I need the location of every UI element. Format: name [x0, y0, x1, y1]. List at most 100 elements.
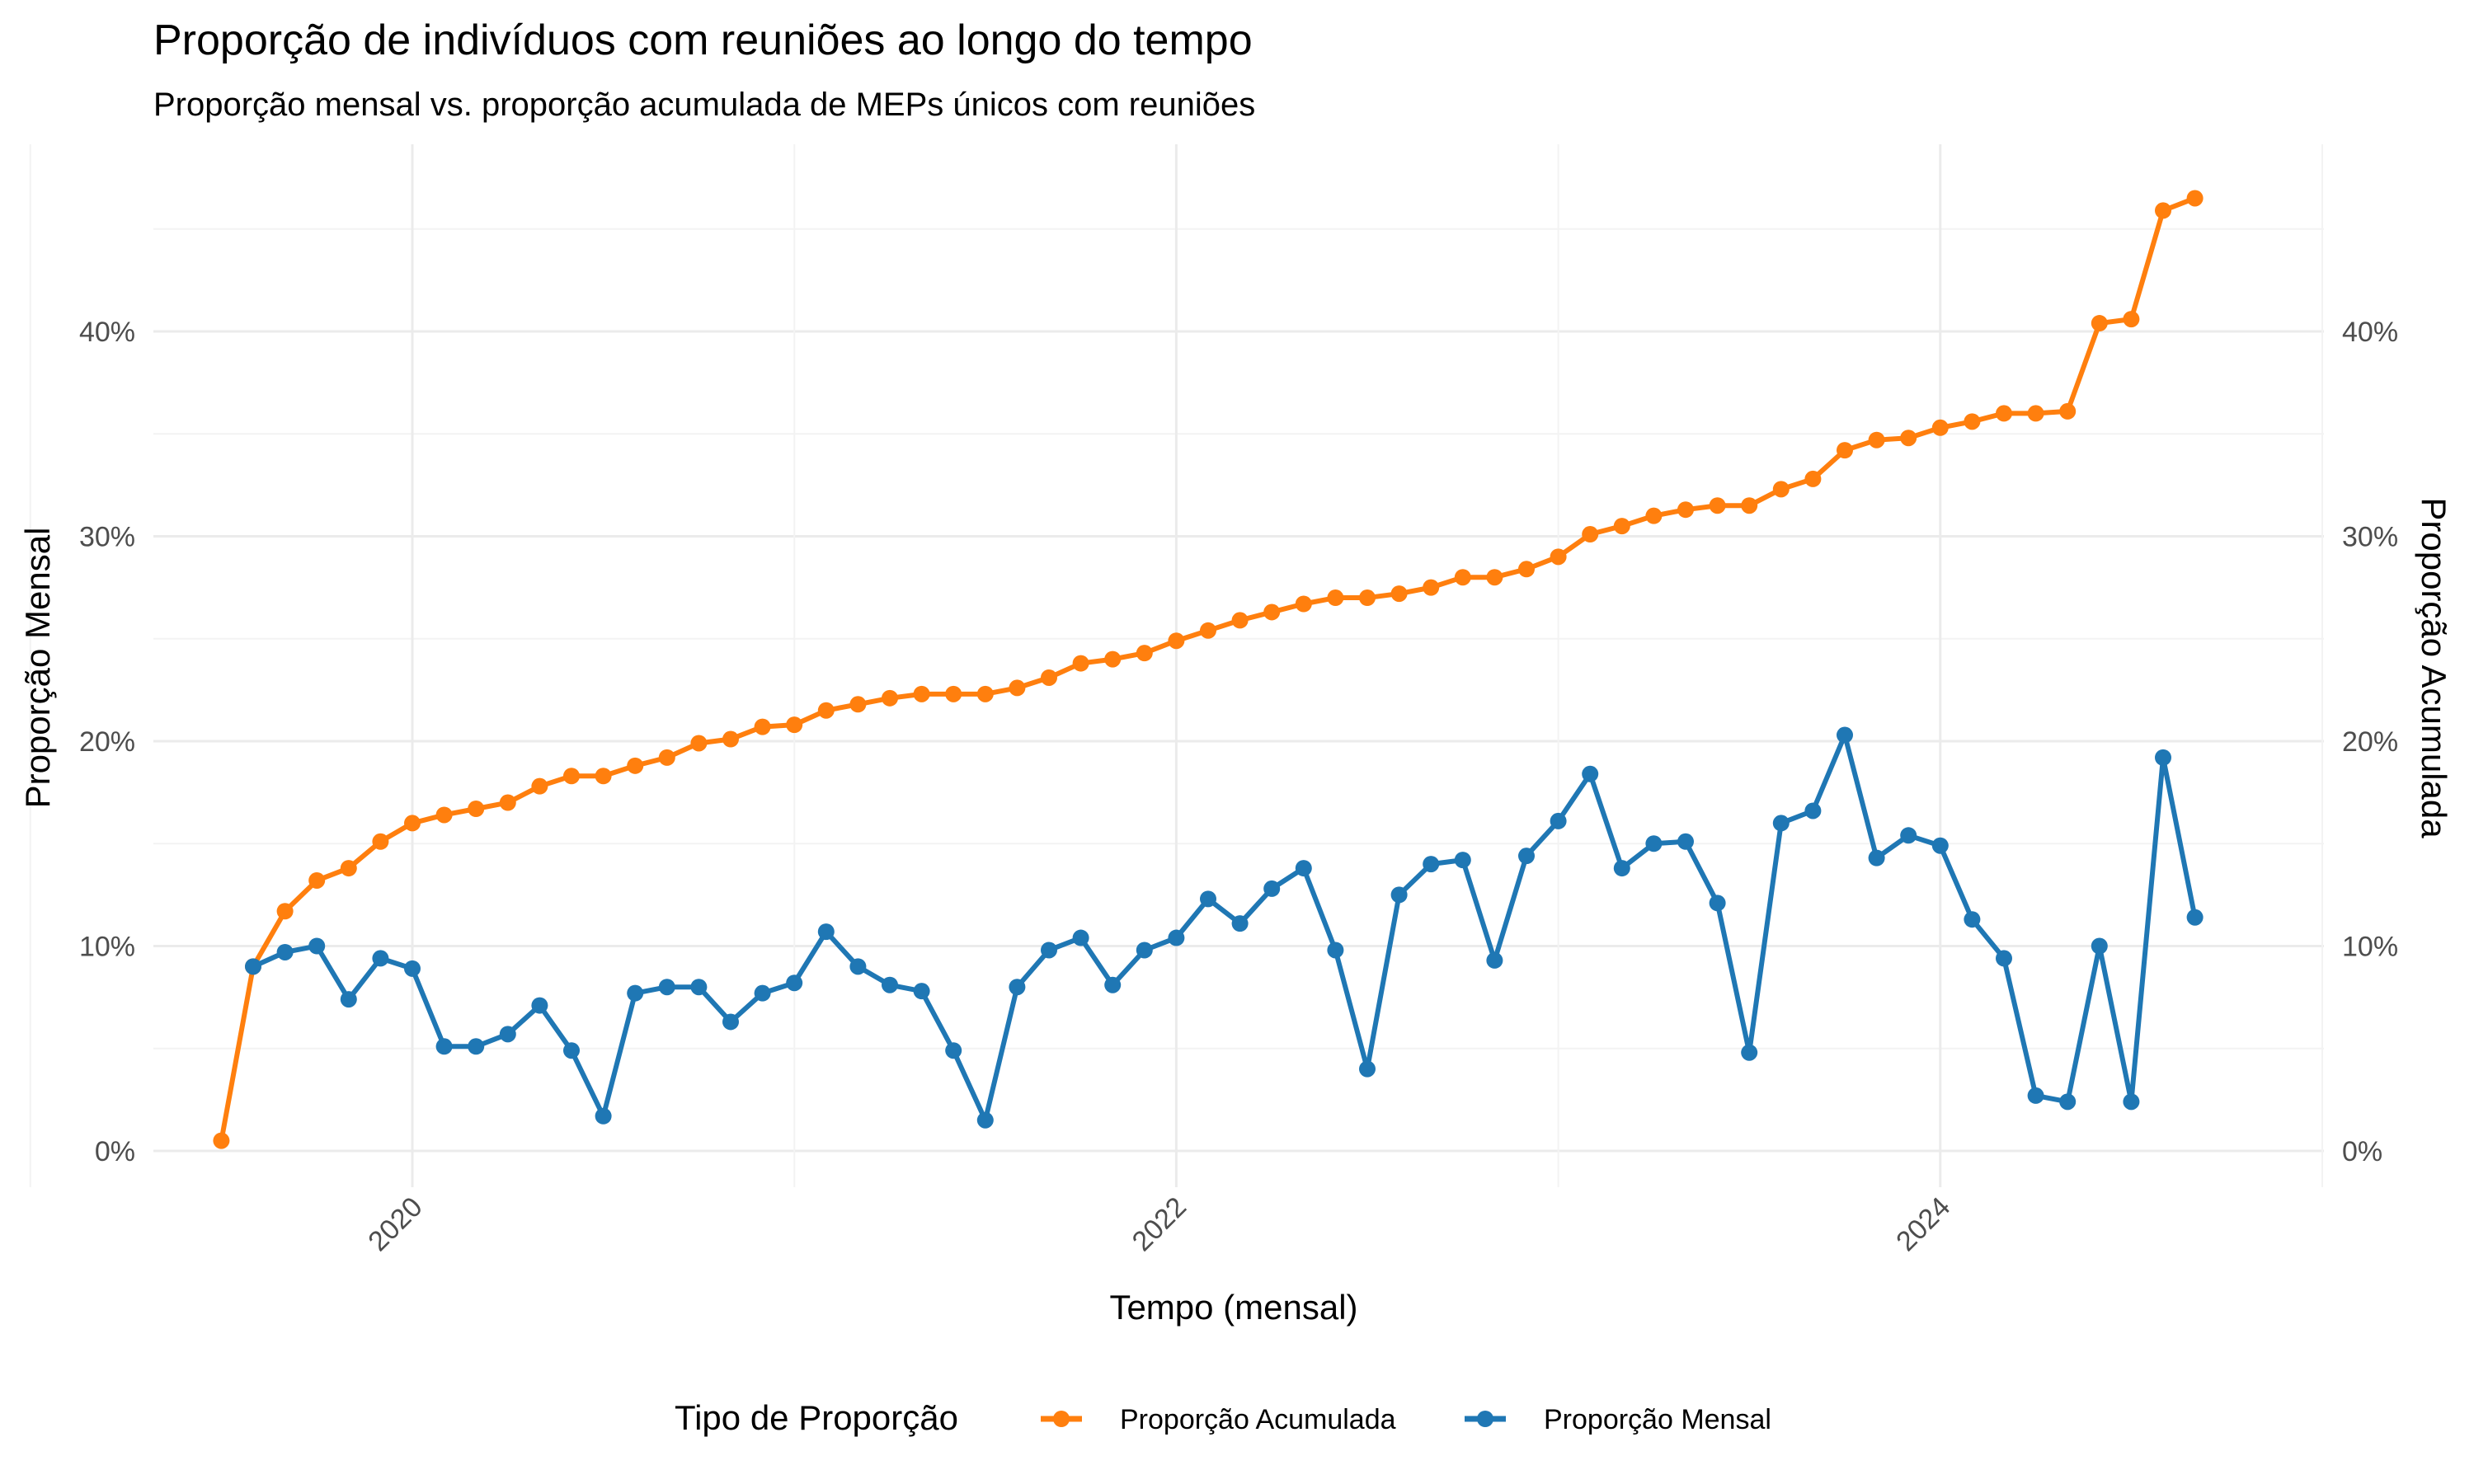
series-0-point-19 — [817, 702, 835, 719]
chart-subtitle: Proporção mensal vs. proporção acumulada… — [153, 87, 1255, 123]
series-0-point-56 — [1996, 405, 2012, 422]
series-0-point-32 — [1231, 612, 1249, 629]
y-tick-right-4: 40% — [2342, 317, 2398, 348]
series-1-point-51 — [1868, 849, 1885, 866]
series-1-point-9 — [531, 997, 548, 1014]
y-axis-left: 0% 10% 20% 30% 40% — [79, 317, 135, 1167]
series-1-point-4 — [372, 950, 389, 967]
chart-title: Proporção de indivíduos com reuniões ao … — [153, 16, 1253, 64]
series-0-point-30 — [1168, 632, 1185, 650]
series-1-point-6 — [435, 1038, 453, 1055]
y-tick-left-1: 10% — [79, 932, 135, 963]
series-1-point-37 — [1423, 856, 1440, 873]
series-1-point-42 — [1582, 765, 1599, 782]
plot-area — [213, 190, 2204, 1149]
series-0-point-2 — [276, 903, 294, 920]
x-axis: 2020 2022 2024 — [362, 1191, 1956, 1257]
series-0-point-40 — [1486, 569, 1503, 586]
series-1-point-47 — [1741, 1044, 1758, 1061]
x-tick-2: 2024 — [1890, 1191, 1956, 1257]
series-0-point-41 — [1518, 561, 1535, 578]
series-1-point-60 — [2155, 749, 2171, 766]
series-0-point-26 — [1041, 669, 1057, 686]
legend-title: Tipo de Proporção — [675, 1398, 958, 1437]
series-1-point-24 — [1009, 979, 1026, 996]
series-line-1 — [252, 732, 2198, 1123]
y-axis-title-right: Proporção Acumulada — [2415, 497, 2453, 838]
series-0-point-47 — [1709, 497, 1726, 514]
series-1-point-54 — [1964, 911, 1981, 928]
series-1-point-12 — [627, 984, 644, 1002]
series-1-point-16 — [754, 984, 771, 1002]
series-0-point-20 — [849, 696, 867, 713]
series-line-0 — [219, 195, 2196, 1142]
series-0-point-15 — [690, 735, 708, 752]
series-1-point-20 — [882, 976, 898, 993]
series-0-point-21 — [882, 689, 898, 707]
series-0-point-23 — [945, 685, 962, 702]
series-1-point-23 — [976, 1111, 994, 1129]
series-1-point-26 — [1072, 929, 1089, 946]
series-0-point-31 — [1200, 622, 1216, 639]
series-0-point-54 — [1931, 419, 1949, 436]
series-0-point-14 — [658, 749, 675, 766]
series-1-point-3 — [340, 991, 357, 1008]
series-0-point-22 — [913, 685, 930, 702]
series-1-point-39 — [1486, 951, 1503, 969]
series-1-point-28 — [1136, 942, 1153, 959]
series-1-point-2 — [308, 937, 326, 955]
series-0-point-16 — [722, 730, 739, 748]
series-0-point-0 — [213, 1132, 230, 1149]
series-0-point-60 — [2123, 311, 2140, 328]
series-0-point-28 — [1104, 650, 1122, 668]
series-0-point-55 — [1964, 413, 1981, 430]
series-0-point-25 — [1009, 679, 1026, 697]
y-tick-right-2: 20% — [2342, 726, 2398, 758]
series-0-point-61 — [2155, 202, 2171, 219]
series-0-point-8 — [468, 801, 485, 818]
series-0-point-58 — [2059, 402, 2077, 420]
series-1-point-43 — [1613, 860, 1630, 877]
y-tick-left-2: 20% — [79, 726, 135, 758]
series-0 — [213, 190, 2204, 1149]
series-0-point-17 — [754, 718, 771, 735]
y-tick-right-3: 30% — [2342, 522, 2398, 553]
series-0-point-10 — [531, 777, 548, 795]
series-1-point-19 — [849, 958, 867, 975]
legend-label-mensal: Proporção Mensal — [1544, 1404, 1771, 1435]
series-0-point-27 — [1072, 655, 1089, 672]
series-1-point-55 — [1996, 950, 2012, 967]
y-tick-right-1: 10% — [2342, 932, 2398, 963]
series-0-point-29 — [1136, 645, 1153, 662]
series-1-point-50 — [1837, 726, 1853, 744]
series-1-point-21 — [913, 983, 930, 1000]
legend-key-point-acumulada — [1053, 1411, 1070, 1427]
series-1-point-14 — [690, 979, 708, 996]
series-1-point-15 — [722, 1013, 739, 1031]
series-0-point-49 — [1772, 481, 1790, 498]
y-tick-left-4: 40% — [79, 317, 135, 348]
series-1-point-17 — [786, 974, 803, 992]
y-tick-left-0: 0% — [95, 1136, 135, 1167]
series-1-point-49 — [1804, 802, 1822, 819]
series-1-point-31 — [1231, 915, 1249, 932]
x-tick-1: 2022 — [1126, 1191, 1192, 1257]
series-0-point-12 — [595, 768, 612, 785]
series-1-point-10 — [563, 1042, 580, 1059]
series-1-point-13 — [658, 979, 675, 996]
series-1-point-11 — [595, 1107, 612, 1125]
series-1-point-7 — [468, 1038, 485, 1055]
series-1-point-52 — [1900, 827, 1917, 844]
series-0-point-11 — [563, 768, 580, 785]
series-1-point-44 — [1645, 835, 1663, 852]
series-1-point-36 — [1390, 886, 1408, 904]
series-1-point-35 — [1359, 1060, 1376, 1078]
series-0-point-4 — [340, 860, 357, 877]
series-1-point-30 — [1200, 890, 1216, 908]
series-1-point-59 — [2123, 1093, 2140, 1111]
series-1-point-29 — [1168, 929, 1185, 946]
y-axis-title-left: Proporção Mensal — [18, 528, 57, 809]
series-0-point-37 — [1390, 585, 1408, 603]
series-1-point-34 — [1327, 942, 1344, 959]
